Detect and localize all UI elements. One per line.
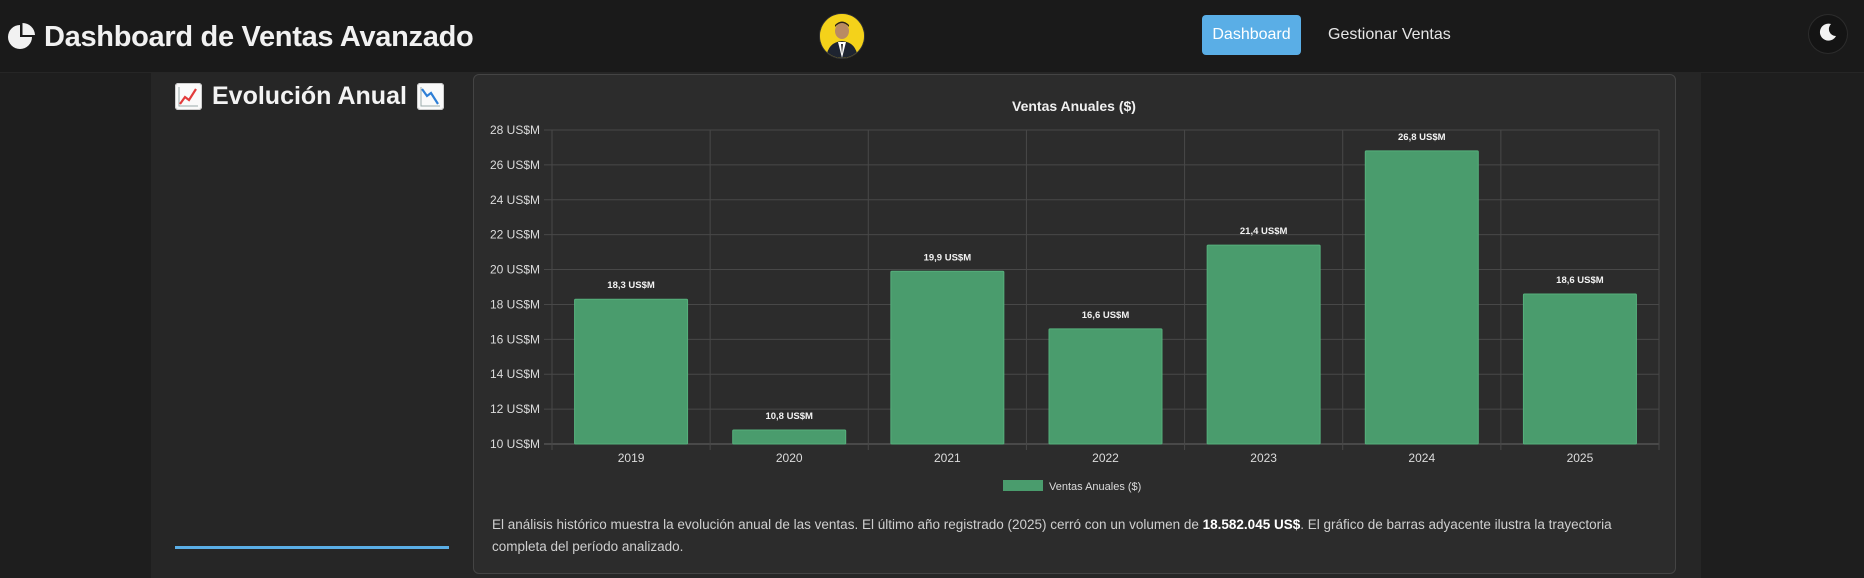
x-tick-label: 2020 — [776, 451, 803, 465]
description-suffix: . El gráfico de barras adyacente ilustra… — [492, 517, 1612, 554]
y-tick-label: 28 US$M — [490, 123, 540, 137]
y-tick-label: 18 US$M — [490, 297, 540, 311]
section-heading: Evolución Anual — [175, 78, 444, 114]
bar-2021[interactable] — [890, 270, 1005, 445]
description-amount: 18.582.045 US$ — [1202, 517, 1301, 532]
chart-title: Ventas Anuales ($) — [1012, 98, 1136, 114]
chart-increasing-emoji-icon — [175, 82, 202, 110]
app-title: Dashboard de Ventas Avanzado — [44, 20, 474, 53]
x-tick-label: 2024 — [1408, 451, 1435, 465]
x-tick-label: 2019 — [618, 451, 645, 465]
nav-manage-sales-link[interactable]: Gestionar Ventas — [1328, 26, 1451, 43]
bar-2023[interactable] — [1206, 244, 1321, 445]
avatar[interactable] — [820, 14, 864, 58]
chart-legend: Ventas Anuales ($) — [1003, 480, 1141, 493]
bar-value-label: 16,6 US$M — [1082, 310, 1130, 321]
navbar: Dashboard de Ventas Avanzado Dashboard G… — [0, 0, 1864, 73]
y-tick-label: 22 US$M — [490, 228, 540, 242]
bar-value-label: 18,3 US$M — [607, 280, 655, 291]
nav-dashboard-button[interactable]: Dashboard — [1202, 15, 1301, 55]
pie-chart-icon — [6, 22, 36, 52]
section-title: Evolución Anual — [212, 81, 407, 110]
moon-icon — [1818, 22, 1838, 47]
bar-2022[interactable] — [1048, 328, 1163, 445]
bar-value-label: 10,8 US$M — [765, 411, 813, 422]
x-tick-label: 2021 — [934, 451, 961, 465]
bar-value-label: 18,6 US$M — [1556, 275, 1604, 286]
bar-2020[interactable] — [732, 429, 847, 445]
bar-2024[interactable] — [1364, 150, 1479, 445]
y-tick-label: 26 US$M — [490, 158, 540, 172]
y-tick-label: 20 US$M — [490, 263, 540, 277]
y-tick-label: 12 US$M — [490, 402, 540, 416]
x-tick-label: 2022 — [1092, 451, 1119, 465]
annual-sales-chart: Ventas Anuales ($) 10 US$M 12 US$M 14 US$M… — [490, 98, 1660, 493]
bar-2019[interactable] — [574, 298, 689, 445]
section-underline — [175, 546, 449, 549]
legend-swatch — [1003, 480, 1043, 491]
chart-decreasing-emoji-icon — [416, 82, 444, 110]
theme-toggle-button[interactable] — [1809, 15, 1847, 53]
x-tick-label: 2025 — [1567, 451, 1594, 465]
chart-description: El análisis histórico muestra la evoluci… — [492, 514, 1652, 558]
y-tick-label: 10 US$M — [490, 437, 540, 451]
y-tick-label: 24 US$M — [490, 193, 540, 207]
description-prefix: El análisis histórico muestra la evoluci… — [492, 517, 1203, 532]
bar-value-label: 19,9 US$M — [924, 252, 972, 263]
bar-value-label: 21,4 US$M — [1240, 226, 1288, 237]
bar-2025[interactable] — [1522, 293, 1637, 445]
legend-label: Ventas Anuales ($) — [1049, 481, 1141, 493]
y-tick-label: 14 US$M — [490, 367, 540, 381]
brand[interactable]: Dashboard de Ventas Avanzado — [6, 17, 474, 57]
bar-value-label: 26,8 US$M — [1398, 132, 1446, 143]
y-tick-label: 16 US$M — [490, 332, 540, 346]
x-tick-label: 2023 — [1250, 451, 1277, 465]
